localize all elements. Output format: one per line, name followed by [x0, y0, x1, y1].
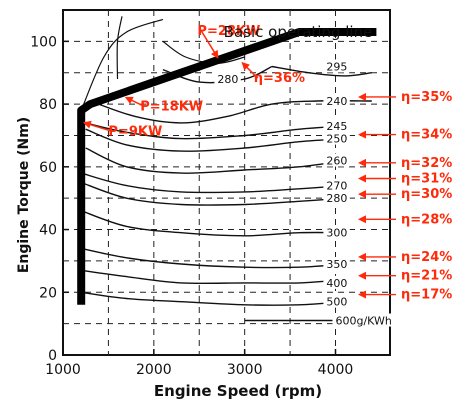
bsfc-label-bg	[323, 93, 350, 107]
operating-line	[77, 28, 377, 305]
x-tick-label: 4000	[318, 362, 354, 378]
bsfc-label-bg	[323, 191, 350, 205]
bsfc-label-bg	[323, 294, 350, 308]
bsfc-contour-label: 600g/KWh	[336, 315, 392, 328]
annotation-arrow	[241, 61, 259, 79]
power-curve	[80, 18, 164, 111]
bsfc-contour-label: 240	[326, 95, 347, 108]
bsfc-contour-line	[85, 147, 345, 174]
power-annotation-label: P=28KW	[197, 24, 260, 39]
x-axis-label: Engine Speed (rpm)	[154, 382, 322, 400]
bsfc-contour-line	[85, 128, 345, 152]
bsfc-contour-label: 500	[326, 296, 347, 309]
x-tick-label: 3000	[227, 362, 263, 378]
bsfc-contour-label: 260	[326, 155, 347, 168]
efficiency-label: η=35%	[401, 90, 452, 105]
bsfc-contour-label: 250	[326, 133, 347, 146]
y-tick-label: 100	[30, 34, 57, 50]
bsfc-contour-line	[271, 65, 372, 77]
y-tick-label: 60	[39, 160, 57, 176]
annotation-arrow	[200, 30, 219, 59]
annotation-arrow	[82, 120, 113, 133]
axis-ticks: 1000 2000 3000 4000 0 20 40 60 80 100	[30, 34, 353, 378]
efficiency-label: η=31%	[401, 172, 452, 187]
operating-line-group	[77, 28, 377, 305]
bsfc-contour-line	[80, 181, 345, 206]
bsfc-contour-line	[81, 291, 345, 306]
annotation-arrow	[124, 96, 145, 108]
efficiency-label: η=32%	[401, 156, 452, 171]
y-tick-label: 0	[48, 348, 57, 364]
bsfc-contour-line	[80, 210, 345, 237]
bsfc-contour-line	[85, 122, 345, 140]
power-annotation-label: P=9KW	[108, 124, 162, 139]
y-tick-label: 80	[39, 97, 57, 113]
bsfc-contour-label: 300	[326, 227, 347, 240]
bsfc-contour-label: 280	[326, 192, 347, 205]
efficiency-label: η=28%	[401, 212, 452, 227]
bsfc-label-bg	[323, 153, 350, 167]
efficiency-label: η=24%	[401, 250, 452, 265]
bsfc-contours: 280295240245250260270280300350400500600g…	[80, 59, 393, 328]
efficiency-label: η=21%	[401, 269, 452, 284]
bsfc-contour-line	[81, 247, 345, 269]
bsfc-contour-line	[90, 100, 372, 124]
bsfc-contour-label: 270	[326, 180, 347, 193]
bsfc-contour-label: 280	[217, 73, 238, 86]
x-tick-label: 2000	[136, 362, 172, 378]
bsfc-label-bg	[323, 225, 350, 239]
bsfc-label-bg	[323, 275, 350, 289]
bsfc-contour-label: 400	[326, 277, 347, 290]
efficiency-label: η=34%	[401, 128, 452, 143]
bsfc-label-bg	[323, 119, 350, 133]
bsfc-contour-line	[81, 269, 345, 285]
annotations: P=28KW P=18KW P=9KW η=36%	[82, 24, 305, 139]
bsfc-label-bg	[323, 59, 350, 73]
bsfc-label-bg	[332, 313, 393, 327]
efficiency-label: η=30%	[401, 187, 452, 202]
power-annotation-label: η=36%	[254, 71, 305, 86]
power-annotation-label: P=18KW	[140, 99, 203, 114]
bsfc-contour-label: 350	[326, 258, 347, 271]
x-tick-label: 1000	[45, 362, 81, 378]
bsfc-label-bg	[214, 72, 241, 85]
y-axis-label: Engine Torque (Nm)	[16, 117, 32, 273]
bsfc-contour-label: 295	[326, 60, 347, 73]
efficiency-labels: η=35% η=34% η=32%η=31%η=30% η=28% η=24% η=21%…	[358, 90, 452, 303]
y-tick-label: 20	[39, 285, 57, 301]
bsfc-contour-label: 245	[326, 120, 347, 133]
bsfc-label-bg	[323, 257, 350, 271]
bsfc-label-bg	[323, 178, 350, 192]
power-curve	[116, 16, 123, 80]
bsfc-label-bg	[323, 131, 350, 145]
chart-title: Basic operating line	[224, 23, 373, 41]
y-tick-label: 40	[39, 223, 57, 239]
efficiency-label: η=17%	[401, 288, 452, 303]
bsfc-contour-line	[81, 172, 345, 194]
